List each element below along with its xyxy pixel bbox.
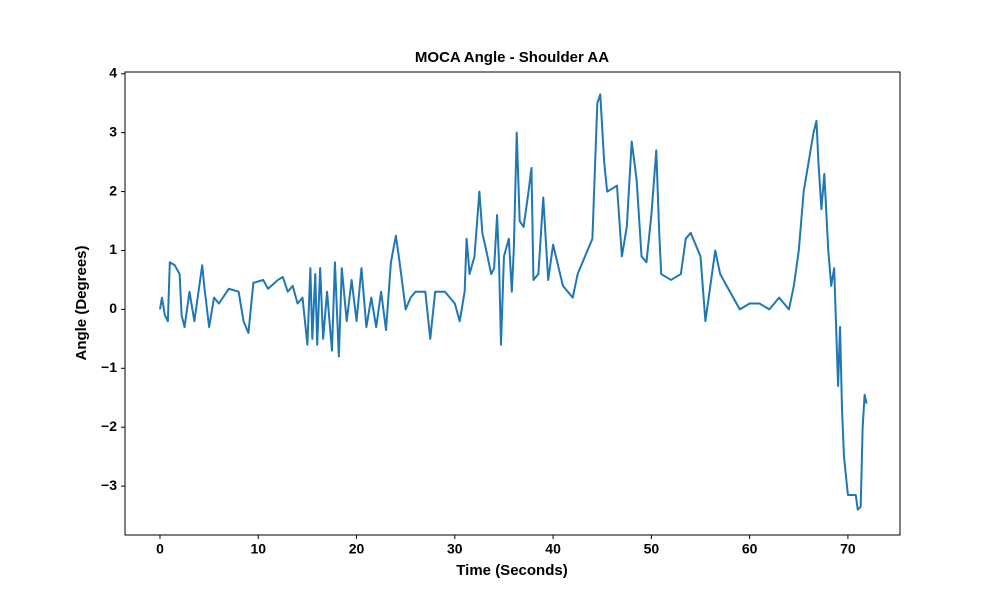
y-tick-label: −2 <box>101 418 117 434</box>
x-tick-label: 70 <box>840 541 856 557</box>
x-tick-label: 60 <box>742 541 758 557</box>
y-tick-label: 1 <box>109 241 117 257</box>
x-axis-label: Time (Seconds) <box>456 562 567 579</box>
y-tick-label: 3 <box>109 123 117 139</box>
chart-title: MOCA Angle - Shoulder AA <box>415 49 609 66</box>
x-tick-label: 30 <box>447 541 463 557</box>
x-tick-label: 0 <box>156 541 164 557</box>
x-tick-label: 20 <box>349 541 365 557</box>
y-tick-label: 0 <box>109 300 117 316</box>
plot-frame <box>124 71 901 536</box>
y-axis-label: Angle (Degrees) <box>73 245 90 360</box>
data-line <box>159 93 868 511</box>
y-tick-label: −3 <box>101 477 117 493</box>
x-tick-label: 10 <box>250 541 266 557</box>
y-tick-label: −1 <box>101 359 117 375</box>
y-tick-label: 2 <box>109 182 117 198</box>
y-tick-label: 4 <box>109 64 117 80</box>
x-tick-label: 40 <box>545 541 561 557</box>
x-tick-label: 50 <box>644 541 660 557</box>
